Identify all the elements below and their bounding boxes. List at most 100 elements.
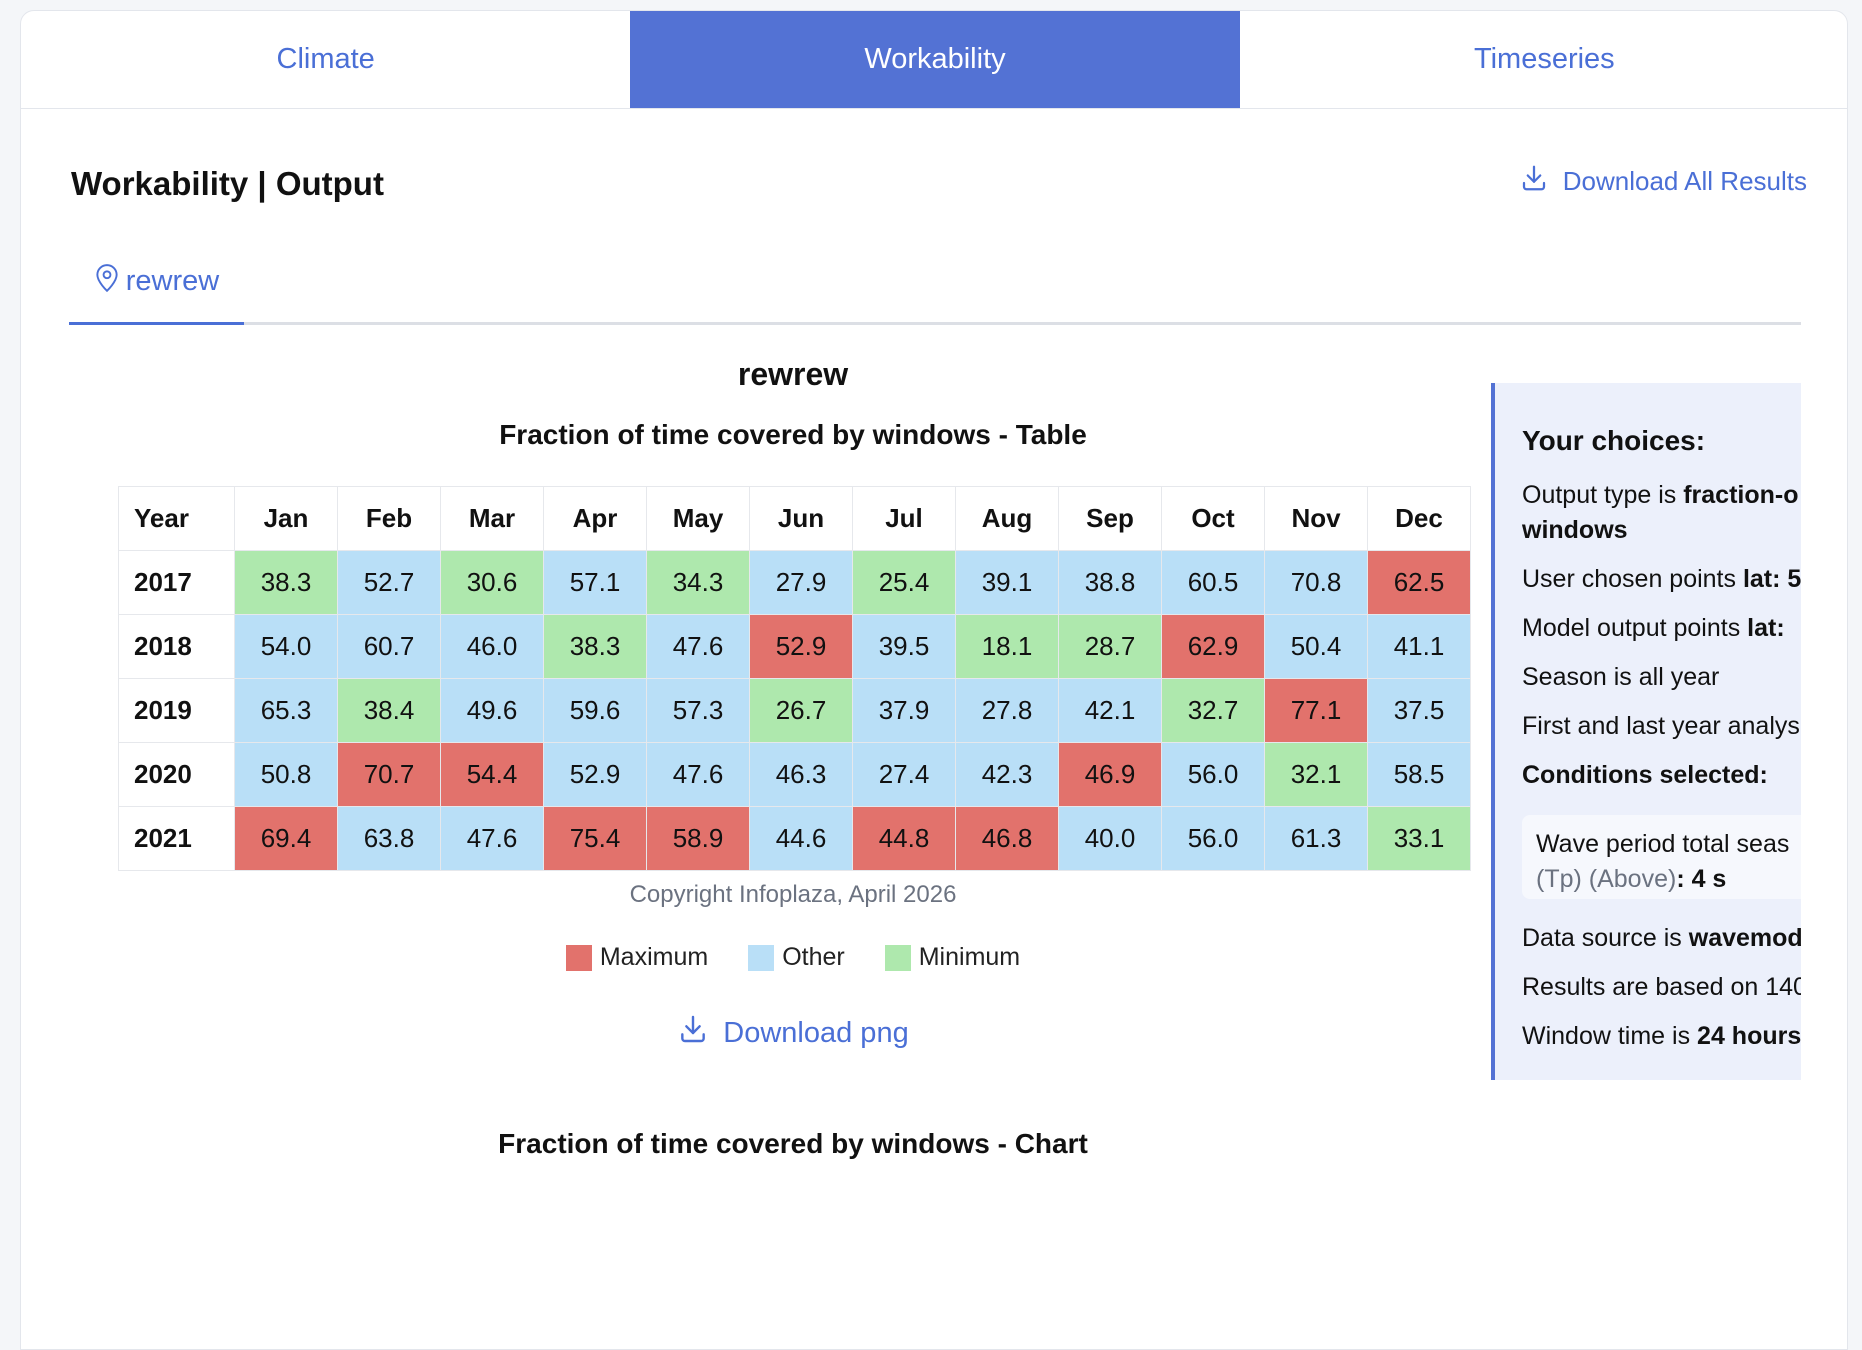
month-header: Oct	[1161, 486, 1265, 551]
location-tab-label: rewrew	[125, 265, 220, 297]
download-png-button[interactable]: Download png	[118, 1013, 1468, 1053]
year-cell: 2020	[118, 742, 235, 807]
month-header: Dec	[1367, 486, 1471, 551]
page-title: Workability | Output	[71, 165, 384, 202]
month-header: Feb	[337, 486, 441, 551]
location-tabs: rewrew	[69, 241, 1801, 325]
value-cell: 38.3	[234, 550, 338, 615]
tab-climate[interactable]: Climate	[276, 43, 375, 75]
table-row: 2021 69.4 63.8 47.6 75.4 58.9 44.6 44.8 46.8 40.0…	[118, 806, 1471, 871]
workability-card: Climate Workability Timeseries Workabili…	[20, 10, 1848, 1350]
value-cell: 50.4	[1264, 614, 1368, 679]
chart-title: Fraction of time covered by windows - Ch…	[498, 1128, 1088, 1159]
choice-label: Data source is	[1522, 924, 1689, 952]
year-cell: 2019	[118, 678, 235, 743]
value-cell: 32.7	[1161, 678, 1265, 743]
download-icon	[1519, 163, 1549, 200]
legend-item-minimum: Minimum	[884, 943, 1021, 972]
choice-results-based: Results are based on 140	[1522, 973, 1801, 1001]
value-cell: 52.7	[337, 550, 441, 615]
value-cell: 56.0	[1161, 742, 1265, 807]
download-icon	[677, 1013, 709, 1053]
value-cell: 70.7	[337, 742, 441, 807]
choices-title: Your choices:	[1522, 425, 1706, 456]
download-all-results-button[interactable]: Download All Results	[1519, 163, 1807, 200]
value-cell: 61.3	[1264, 806, 1368, 871]
legend-swatch-maximum	[565, 944, 592, 971]
value-cell: 58.9	[646, 806, 750, 871]
value-cell: 33.1	[1367, 806, 1471, 871]
download-all-label: Download All Results	[1562, 166, 1807, 196]
condition-line: Wave period total seas	[1536, 830, 1790, 858]
main-tabs: Climate Workability Timeseries	[21, 11, 1847, 109]
value-cell: 37.5	[1367, 678, 1471, 743]
table-row: 2020 50.8 70.7 54.4 52.9 47.6 46.3 27.4 42.3 46.9…	[118, 742, 1471, 807]
year-cell: 2021	[118, 806, 235, 871]
value-cell: 49.6	[440, 678, 544, 743]
value-cell: 69.4	[234, 806, 338, 871]
legend-label: Maximum	[599, 943, 709, 971]
choice-user-points: User chosen points lat: 5	[1522, 565, 1801, 594]
legend-label: Minimum	[918, 943, 1021, 971]
value-cell: 39.5	[852, 614, 956, 679]
value-cell: 77.1	[1264, 678, 1368, 743]
value-cell: 46.0	[440, 614, 544, 679]
legend-swatch-other	[748, 944, 775, 971]
conditions-title: Conditions selected:	[1522, 761, 1768, 789]
value-cell: 70.8	[1264, 550, 1368, 615]
value-cell: 27.9	[749, 550, 853, 615]
month-header: Jan	[234, 486, 338, 551]
month-header: Apr	[543, 486, 647, 551]
tab-location-rewrew[interactable]: rewrew	[69, 241, 244, 325]
choice-output-type: Output type is fraction-o	[1522, 481, 1798, 510]
value-cell: 32.1	[1264, 742, 1368, 807]
month-header: Aug	[955, 486, 1059, 551]
choice-window-time: Window time is 24 hours	[1522, 1022, 1801, 1051]
month-header: Sep	[1058, 486, 1162, 551]
value-cell: 30.6	[440, 550, 544, 615]
value-cell: 27.4	[852, 742, 956, 807]
year-header: Year	[118, 486, 235, 551]
table-row: 2017 38.3 52.7 30.6 57.1 34.3 27.9 25.4 39.1 38.8…	[118, 550, 1471, 615]
value-cell: 40.0	[1058, 806, 1162, 871]
workability-table: Year Jan Feb Mar Apr May Jun Jul Aug Sep…	[118, 486, 1471, 871]
value-cell: 39.1	[955, 550, 1059, 615]
tab-timeseries[interactable]: Timeseries	[1473, 43, 1615, 75]
value-cell: 62.5	[1367, 550, 1471, 615]
value-cell: 46.3	[749, 742, 853, 807]
value-cell: 25.4	[852, 550, 956, 615]
legend-label: Other	[782, 943, 845, 971]
value-cell: 57.3	[646, 678, 750, 743]
value-cell: 41.1	[1367, 614, 1471, 679]
choice-output-type-cont: windows	[1522, 516, 1628, 545]
value-cell: 50.8	[234, 742, 338, 807]
condition-parameter: (Tp) (Above)	[1536, 865, 1677, 893]
value-cell: 27.8	[955, 678, 1059, 743]
value-cell: 56.0	[1161, 806, 1265, 871]
choice-value: 24 hours	[1697, 1022, 1801, 1050]
value-cell: 42.3	[955, 742, 1059, 807]
table-header-row: Year Jan Feb Mar Apr May Jun Jul Aug Sep…	[118, 486, 1471, 551]
value-cell: 42.1	[1058, 678, 1162, 743]
legend-item-maximum: Maximum	[565, 943, 709, 972]
value-cell: 44.6	[749, 806, 853, 871]
value-cell: 38.4	[337, 678, 441, 743]
value-cell: 37.9	[852, 678, 956, 743]
location-name: rewrew	[737, 356, 849, 392]
choice-label: User chosen points	[1522, 565, 1743, 593]
value-cell: 58.5	[1367, 742, 1471, 807]
value-cell: 65.3	[234, 678, 338, 743]
choice-value: wavemod	[1688, 924, 1801, 952]
choice-label: Output type is	[1522, 481, 1684, 509]
choice-model-points: Model output points lat:	[1522, 614, 1785, 643]
value-cell: 60.5	[1161, 550, 1265, 615]
condition-line: (Tp) (Above): 4 s	[1536, 862, 1801, 897]
value-cell: 62.9	[1161, 614, 1265, 679]
choice-label: Window time is	[1522, 1022, 1698, 1050]
tab-workability[interactable]: Workability	[630, 11, 1240, 108]
choices-panel: Your choices: Output type is fraction-o …	[1491, 383, 1801, 1080]
value-cell: 63.8	[337, 806, 441, 871]
year-cell: 2017	[118, 550, 235, 615]
month-header: Nov	[1264, 486, 1368, 551]
month-header: Mar	[440, 486, 544, 551]
